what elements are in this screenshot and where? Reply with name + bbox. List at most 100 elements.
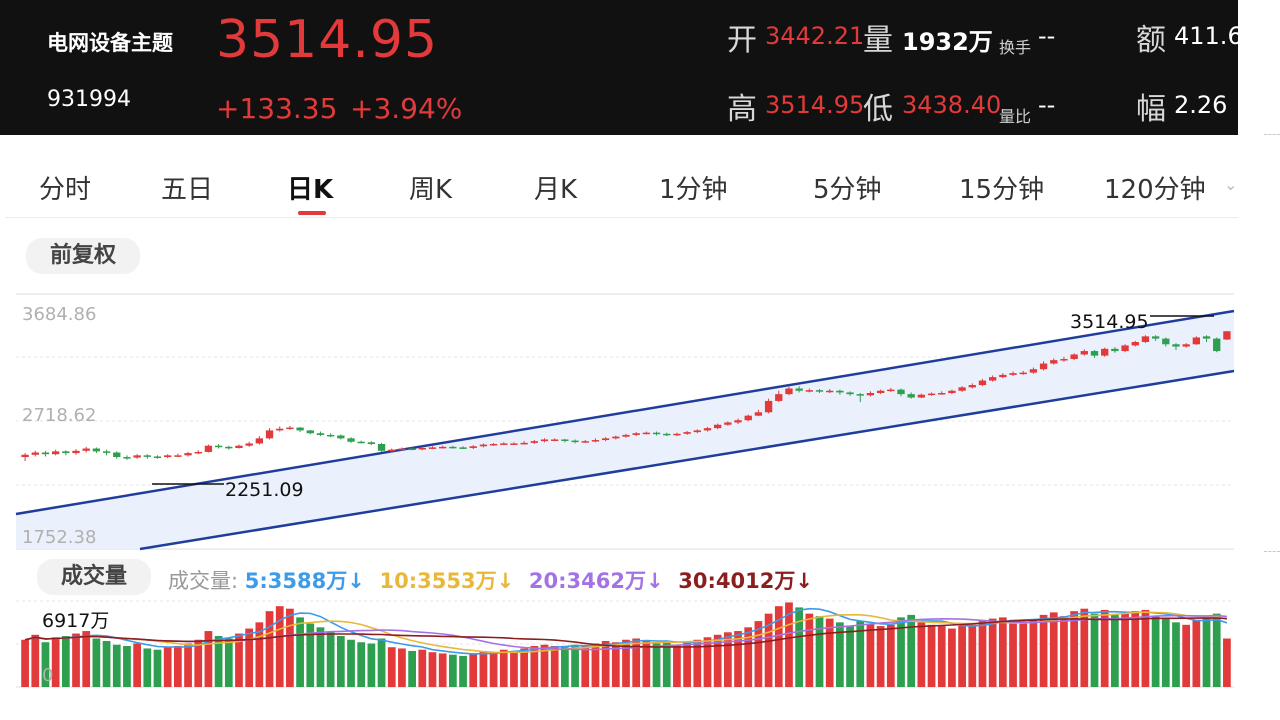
candle-body [938,393,946,395]
candle-body [601,438,610,441]
volume-bar [581,645,590,687]
ma5-down-arrow-icon: ↓ [347,569,365,593]
volume-bar [1172,622,1180,687]
candle-body [1141,336,1150,343]
divider [1264,134,1280,136]
candle-body [82,448,90,451]
candle-body [306,430,314,434]
volume-bar [795,607,804,687]
y-axis-tick-label: 3684.86 [22,304,96,325]
volume-bar [102,640,111,687]
volume-bar [469,653,478,687]
candle-body [449,446,457,449]
candle-body [51,451,60,455]
volume-ratio-value: -- [1038,91,1056,119]
candle-body [591,440,600,442]
candle-body [1080,351,1088,355]
amount-label: 额 [1136,23,1166,58]
volume-bar [1161,618,1170,687]
candle-body [1050,360,1058,364]
candle-body [21,454,29,458]
volume-bar [1070,611,1079,687]
tab-five-day[interactable]: 五日 [161,175,214,205]
tab-120-minute[interactable]: 120分钟 [1104,175,1206,205]
volume-bar [336,636,345,687]
turnover-value: -- [1038,22,1056,50]
candle-body [184,453,192,456]
volume-bar [764,613,773,687]
volume-bar [988,618,997,687]
candle-body [856,394,864,396]
candle-body [398,448,406,451]
candle-body [428,447,437,449]
tab-weekly-k[interactable]: 周K [409,175,453,205]
candle-body [296,427,304,431]
volume-ma-lines [24,607,1228,655]
tab-monthly-k[interactable]: 月K [534,175,578,205]
active-tab-indicator [298,211,326,215]
volume-bar [1100,609,1109,687]
candle-body [968,385,976,388]
candle-body [439,446,447,449]
volume-bar [846,626,854,687]
quote-header: 电网设备主题 931994 3514.95 +133.35 +3.94% 开 3… [0,0,1238,135]
candle-body [805,390,813,392]
candle-body [775,394,783,401]
tab-1-minute[interactable]: 1分钟 [659,175,728,205]
candle-body [265,430,274,439]
volume-bar [968,624,977,687]
volume-bar [998,617,1007,687]
open-value: 3442.21 [765,22,865,50]
candle-body [62,451,70,454]
volume-bar [499,649,508,687]
low-label: 低 [863,92,893,127]
adjust-mode-button[interactable]: 前复权 [26,238,141,274]
candle-body [316,433,325,435]
volume-bar [163,647,172,687]
volume-bar [1121,613,1129,687]
candle-body [459,447,467,449]
period-tabs: 分时 五日 日K 周K 月K 1分钟 5分钟 15分钟 120分钟 [5,135,1238,218]
volume-bar [347,639,355,687]
volume-bar [805,613,814,687]
candle-body [194,451,202,454]
volume-ma-legend: 成交量: 5:3588万↓ 10:3553万↓ 20:3462万↓ 30:401… [168,565,821,595]
candle-body [612,436,620,439]
candle-body [418,447,426,450]
volume-bar [377,638,386,687]
candle-body [1090,351,1099,356]
tab-5-minute[interactable]: 5分钟 [813,175,882,205]
divider [1264,551,1280,553]
candle-body [1172,344,1180,347]
candle-body [571,440,579,443]
high-annotation-label: 3514.95 [1070,311,1149,333]
candle-body [1162,338,1170,345]
volume-bar [448,654,457,687]
volume-bar [479,650,488,687]
volume-value: 1932万 [902,28,993,56]
tab-intraday[interactable]: 分时 [39,175,92,205]
volume-bar [876,626,885,687]
stock-chart[interactable]: 3514.95 2251.09 3684.86 2718.62 1752.38 6917… [0,0,1238,720]
candle-body [540,439,549,442]
candle-body [988,377,997,381]
y-axis-tick-label: 1752.38 [22,527,96,548]
tab-daily-k[interactable]: 日K [287,175,334,205]
chevron-down-icon[interactable]: ⌄ [1224,175,1238,194]
ma20-down-arrow-icon: ↓ [645,569,664,593]
candle-body [652,432,661,435]
candle-body [286,427,294,430]
candle-body [673,433,681,436]
volume-indicator-button[interactable]: 成交量 [37,559,152,595]
candle-body [367,442,376,445]
volume-bar [92,638,101,687]
candle-body [500,443,508,445]
volume-bar [1039,614,1048,687]
volume-bar [72,633,80,687]
candle-body [41,452,50,455]
volume-bars [21,602,1231,687]
candle-body [581,441,589,443]
candle-body [948,390,956,394]
volume-bar [357,642,366,687]
tab-15-minute[interactable]: 15分钟 [959,175,1045,205]
